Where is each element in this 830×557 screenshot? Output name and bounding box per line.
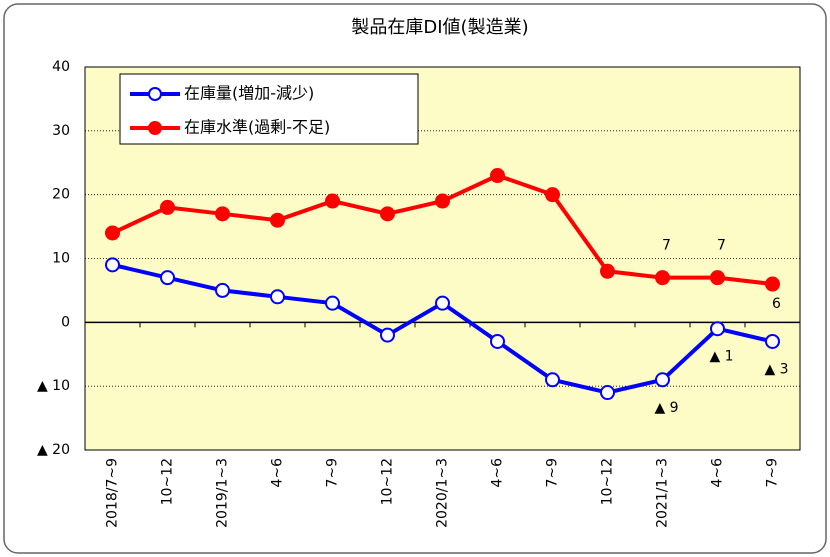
- marker: [490, 333, 505, 349]
- y-tick-label: 20: [52, 187, 70, 203]
- data-label: ▲ 9: [654, 400, 678, 416]
- marker: [765, 276, 780, 292]
- x-tick-label: 7~9: [545, 458, 561, 488]
- x-tick-label: 10~12: [380, 458, 396, 505]
- x-tick-label: 4~6: [710, 458, 726, 488]
- data-label: ▲ 1: [709, 349, 733, 365]
- data-label: 6: [772, 296, 781, 312]
- y-tick-label: 30: [52, 123, 70, 139]
- marker: [765, 333, 780, 349]
- x-tick-label: 4~6: [270, 458, 286, 488]
- y-tick-label: 10: [52, 251, 70, 267]
- marker: [545, 372, 560, 388]
- marker: [160, 199, 175, 215]
- chart-title: 製品在庫DI値(製造業): [351, 17, 528, 38]
- legend-label: 在庫水準(過剰-不足): [184, 118, 330, 137]
- legend-marker: [148, 87, 162, 101]
- marker: [600, 263, 615, 279]
- x-tick-label: 2021/1~3: [655, 458, 671, 528]
- x-tick-label: 10~12: [160, 458, 176, 505]
- marker: [600, 385, 615, 401]
- x-tick-label: 2018/7~9: [105, 458, 121, 528]
- legend-label: 在庫量(増加-減少): [184, 84, 314, 103]
- x-tick-label: 7~9: [325, 458, 341, 488]
- y-tick-label: ▲ 10: [37, 378, 70, 394]
- marker: [105, 225, 120, 241]
- data-label: ▲ 3: [764, 361, 788, 377]
- marker: [710, 270, 725, 286]
- marker: [215, 282, 230, 298]
- x-tick-label: 4~6: [490, 458, 506, 488]
- marker: [435, 295, 450, 311]
- marker: [270, 212, 285, 228]
- marker: [490, 168, 505, 184]
- data-label: 7: [662, 238, 671, 254]
- y-tick-label: 0: [61, 314, 70, 330]
- marker: [545, 187, 560, 203]
- marker: [655, 372, 670, 388]
- marker: [325, 193, 340, 209]
- marker: [270, 289, 285, 305]
- y-tick-label: 40: [52, 59, 70, 75]
- x-tick-label: 10~12: [600, 458, 616, 505]
- marker: [105, 257, 120, 273]
- marker: [380, 327, 395, 343]
- marker: [160, 270, 175, 286]
- x-tick-label: 2020/1~3: [435, 458, 451, 528]
- x-tick-label: 7~9: [765, 458, 781, 488]
- legend-box: [119, 73, 419, 145]
- x-tick-label: 2019/1~3: [215, 458, 231, 528]
- marker: [655, 270, 670, 286]
- y-tick-label: ▲ 20: [37, 442, 70, 458]
- marker: [215, 206, 230, 222]
- marker: [380, 206, 395, 222]
- marker: [710, 321, 725, 337]
- data-label: 7: [717, 238, 726, 254]
- marker: [435, 193, 450, 209]
- legend-marker: [148, 121, 162, 135]
- marker: [325, 295, 340, 311]
